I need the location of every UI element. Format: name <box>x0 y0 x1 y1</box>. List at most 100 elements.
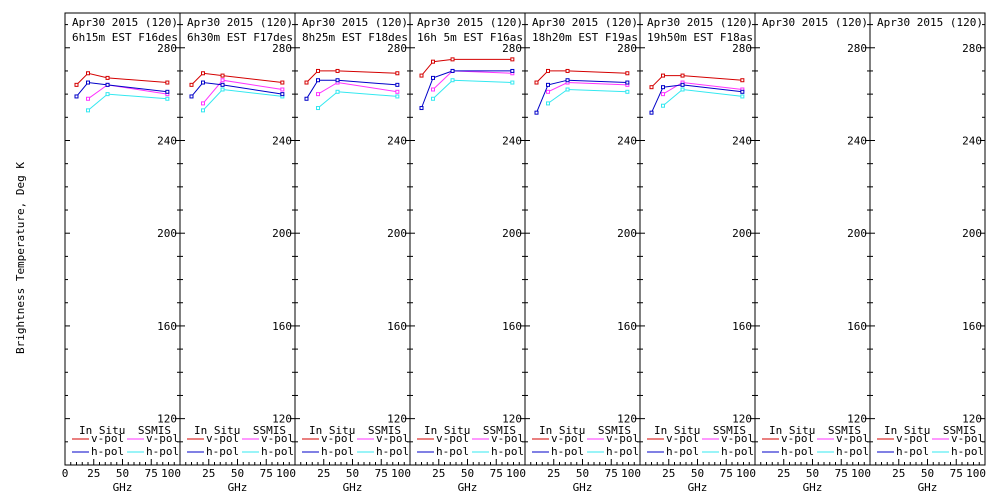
x-axis-label: GHz <box>228 481 248 494</box>
data-point-ssmis-v-pol <box>220 78 225 83</box>
x-tick-label: 100 <box>621 467 641 480</box>
panel-titles: Apr30 2015 (120) 6h30m EST F17des <box>187 16 293 44</box>
data-point-ssmis-h-pol <box>165 96 170 101</box>
x-tick-label: 100 <box>506 467 526 480</box>
x-axis-label: GHz <box>688 481 708 494</box>
data-point-in-situ-h-pol <box>740 89 745 94</box>
y-tick-label: 240 <box>962 134 982 147</box>
legend-insitu-header: In Situ <box>884 424 930 437</box>
series-line-in-situ-h-pol <box>191 81 283 97</box>
data-point-in-situ-h-pol <box>335 78 340 83</box>
data-point-in-situ-h-pol <box>189 94 194 99</box>
data-point-in-situ-h-pol <box>431 75 435 80</box>
data-point-ssmis-h-pol <box>450 78 455 83</box>
series-line-in-situ-h-pol <box>536 79 628 113</box>
data-point-ssmis-h-pol <box>105 92 110 97</box>
legend-ssmis-hpol-label: h-pol <box>146 445 179 458</box>
y-tick-label: 280 <box>157 42 177 55</box>
legend-insitu-hpol-label: h-pol <box>436 445 469 458</box>
data-point-in-situ-h-pol <box>201 80 205 85</box>
x-tick-label: 100 <box>161 467 181 480</box>
data-point-ssmis-h-pol <box>201 108 205 113</box>
legend-ssmis-hpol-label: h-pol <box>951 445 984 458</box>
data-point-ssmis-v-pol <box>316 92 320 97</box>
panel-2: 120 160 200 240 280 25 50 75 100 GHz Apr30 2015 (1… <box>179 12 296 494</box>
y-tick-label: 240 <box>387 134 407 147</box>
legend-insitu-hpol-label: h-pol <box>91 445 124 458</box>
legend-ssmis-vpol-label: v-pol <box>721 432 754 445</box>
legend-insitu-hpol-label: h-pol <box>666 445 699 458</box>
x-tick-label: 50 <box>461 467 474 480</box>
legend-insitu-hpol-label: h-pol <box>321 445 354 458</box>
legend-ssmis-vpol-label: v-pol <box>951 432 984 445</box>
legend-ssmis-hpol-label: h-pol <box>836 445 869 458</box>
y-tick-label: 280 <box>732 42 752 55</box>
x-tick-label: 75 <box>490 467 503 480</box>
y-tick-label: 160 <box>502 320 522 333</box>
panel-titles: Apr30 2015 (120) 16h 5m EST F16asc <box>417 16 524 44</box>
panel-title-date: Apr30 2015 (120) <box>532 16 638 29</box>
x-tick-label: 75 <box>950 467 963 480</box>
data-point-in-situ-v-pol <box>316 68 320 73</box>
legend-ssmis-header: SSMIS <box>828 424 861 437</box>
panel-titles: Apr30 2015 (120) <box>877 16 983 29</box>
data-point-in-situ-v-pol <box>680 73 685 78</box>
x-tick-label: 50 <box>116 467 129 480</box>
data-point-in-situ-v-pol <box>165 80 170 85</box>
legend-insitu-header: In Situ <box>769 424 815 437</box>
x-tick-label: 75 <box>835 467 848 480</box>
x-tick-label: 50 <box>231 467 244 480</box>
data-point-ssmis-h-pol <box>86 108 90 113</box>
data-point-in-situ-v-pol <box>220 73 225 78</box>
legend-ssmis-header: SSMIS <box>713 424 746 437</box>
series-line-in-situ-v-pol <box>536 70 628 83</box>
y-tick-label: 240 <box>272 134 292 147</box>
legend-insitu-hpol-label: h-pol <box>896 445 929 458</box>
y-tick-label: 200 <box>962 227 982 240</box>
panel-title-time: 18h20m EST F19asc <box>532 31 645 44</box>
panel-titles: Apr30 2015 (120) 19h50m EST F18asc <box>647 16 754 44</box>
panel-1: 120 160 200 240 280 0 25 50 75 100 GHz Apr30 2015 (… <box>62 12 181 494</box>
y-tick-label: 200 <box>157 227 177 240</box>
series-line-in-situ-v-pol <box>191 72 283 86</box>
panel-title-date: Apr30 2015 (120) <box>302 16 408 29</box>
data-point-in-situ-v-pol <box>201 71 205 76</box>
panel-titles: Apr30 2015 (120) 8h25m EST F18des <box>302 16 408 44</box>
x-tick-label: 25 <box>317 467 330 480</box>
data-point-ssmis-h-pol <box>510 80 515 85</box>
y-tick-label: 280 <box>847 42 867 55</box>
series-line-in-situ-h-pol <box>421 70 513 109</box>
x-tick-label: 50 <box>921 467 934 480</box>
x-tick-label: 100 <box>736 467 756 480</box>
series-line-in-situ-v-pol <box>76 72 168 86</box>
x-axis-label: GHz <box>573 481 593 494</box>
legend-insitu-header: In Situ <box>539 424 585 437</box>
x-axis-label: GHz <box>918 481 938 494</box>
x-tick-label: 50 <box>806 467 819 480</box>
legend-ssmis-hpol-label: h-pol <box>721 445 754 458</box>
data-point-in-situ-v-pol <box>335 68 340 73</box>
legend-insitu-hpol-label: h-pol <box>781 445 814 458</box>
legend-insitu-hpol-label: h-pol <box>206 445 239 458</box>
y-tick-label: 200 <box>617 227 637 240</box>
y-tick-label: 160 <box>157 320 177 333</box>
x-tick-label: 25 <box>547 467 560 480</box>
x-axis-label: GHz <box>343 481 363 494</box>
legend-insitu-header: In Situ <box>309 424 355 437</box>
panel-7: 120 160 200 240 280 25 50 75 100 GHz Apr30 2015 (1… <box>754 12 871 494</box>
data-point-in-situ-h-pol <box>546 82 550 87</box>
panel-title-date: Apr30 2015 (120) <box>647 16 753 29</box>
data-point-ssmis-v-pol <box>661 92 665 97</box>
y-tick-label: 200 <box>732 227 752 240</box>
data-point-in-situ-h-pol <box>419 106 424 111</box>
legend-ssmis-header: SSMIS <box>368 424 401 437</box>
data-point-in-situ-v-pol <box>450 57 455 62</box>
data-point-in-situ-h-pol <box>316 78 320 83</box>
data-point-in-situ-v-pol <box>565 68 570 73</box>
data-point-ssmis-h-pol <box>395 94 400 99</box>
y-tick-label: 280 <box>962 42 982 55</box>
data-point-ssmis-h-pol <box>316 106 320 111</box>
legend-ssmis-header: SSMIS <box>943 424 976 437</box>
